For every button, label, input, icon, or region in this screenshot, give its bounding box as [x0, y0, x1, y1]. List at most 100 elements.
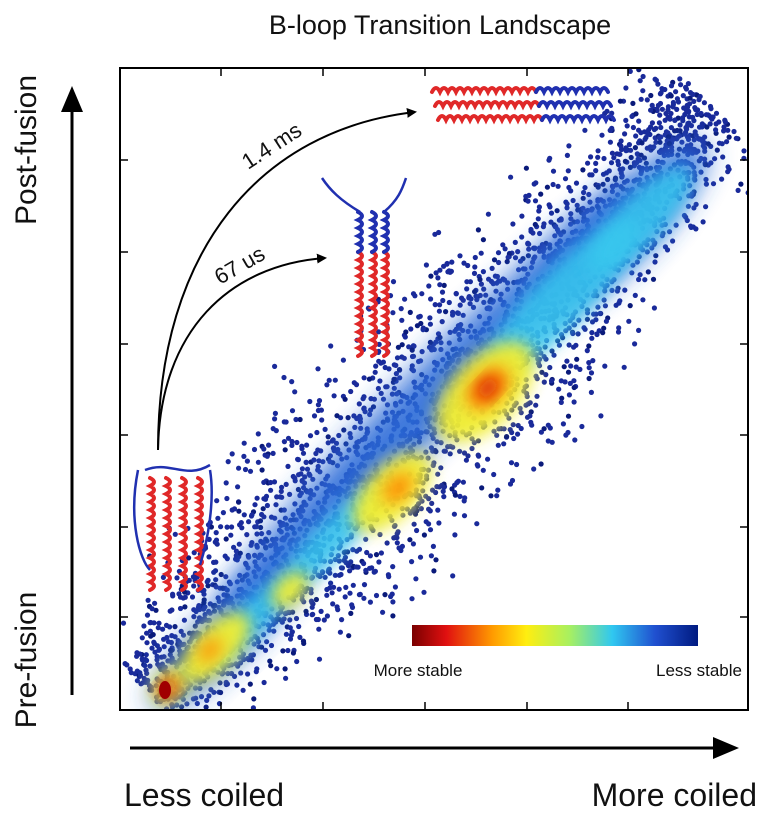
density-point [562, 176, 569, 182]
density-point [413, 576, 419, 582]
density-point [285, 647, 291, 654]
density-point [218, 689, 224, 696]
density-point [272, 363, 278, 369]
density-point [536, 204, 543, 210]
density-point [295, 456, 301, 462]
density-point [541, 426, 547, 432]
density-point [668, 125, 675, 131]
density-point [601, 155, 607, 162]
density-point [268, 642, 275, 649]
density-point [294, 439, 300, 446]
density-point [496, 426, 502, 432]
density-point [457, 253, 463, 259]
density-point [266, 627, 272, 633]
density-point [636, 118, 642, 124]
density-point [398, 306, 404, 312]
density-point [187, 630, 193, 636]
plot-frame [119, 67, 749, 711]
density-point [336, 432, 342, 439]
density-point [699, 124, 705, 130]
density-point [494, 493, 500, 499]
density-point [548, 210, 555, 216]
density-point [273, 502, 279, 508]
density-point [257, 518, 264, 524]
density-point [532, 221, 538, 228]
density-point [141, 623, 147, 629]
density-point [510, 422, 516, 428]
density-point [431, 460, 437, 466]
density-point [214, 541, 220, 547]
density-point [234, 682, 240, 688]
y-axis-label: Post-fusion [10, 75, 43, 225]
density-point [247, 681, 253, 687]
density-point [584, 316, 591, 322]
density-point [638, 152, 644, 158]
density-point [267, 658, 273, 664]
density-point [242, 466, 249, 473]
density-point [261, 679, 267, 686]
density-point [654, 107, 660, 114]
density-point [698, 110, 704, 117]
density-point [346, 633, 352, 639]
density-cloud [112, 69, 747, 726]
density-point [721, 124, 727, 130]
density-point [224, 495, 230, 502]
density-point [693, 132, 699, 138]
density-point [324, 592, 330, 598]
density-point [327, 570, 333, 576]
density-point [155, 625, 161, 631]
density-point [259, 467, 265, 473]
density-point [440, 297, 446, 304]
density-point [330, 601, 336, 607]
density-point [372, 568, 378, 574]
density-point [184, 701, 190, 707]
density-point [279, 494, 285, 500]
density-point [541, 379, 547, 385]
density-point [191, 550, 197, 556]
density-point [253, 669, 259, 675]
density-point [307, 398, 313, 405]
density-point [588, 154, 594, 160]
density-point [402, 334, 408, 340]
density-point [255, 459, 261, 465]
density-point [144, 679, 150, 685]
density-point [315, 463, 321, 470]
density-point [347, 431, 353, 437]
density-point [410, 353, 417, 359]
density-point [309, 612, 315, 618]
helix [353, 250, 364, 358]
density-point [538, 191, 544, 197]
density-point [617, 98, 624, 104]
density-point [494, 432, 500, 438]
density-point [293, 615, 300, 622]
density-point [367, 553, 373, 559]
density-point [376, 358, 382, 364]
density-point [700, 219, 706, 225]
density-point [437, 302, 443, 308]
density-point [112, 635, 117, 640]
density-point [591, 311, 597, 317]
density-point [271, 628, 277, 634]
density-point [622, 287, 628, 293]
density-point [218, 721, 223, 726]
density-point [367, 565, 373, 571]
density-point [252, 502, 258, 508]
density-point [192, 623, 198, 629]
density-point [491, 428, 497, 434]
density-point [637, 272, 643, 278]
density-point [687, 101, 693, 107]
density-point [316, 458, 322, 464]
density-point [674, 106, 680, 112]
density-point [611, 155, 617, 161]
density-point [377, 378, 383, 384]
density-point [483, 292, 489, 298]
density-point [481, 286, 487, 292]
density-point [644, 97, 650, 103]
density-point [658, 134, 664, 140]
density-point [313, 616, 319, 623]
density-point [541, 354, 547, 360]
density-point [668, 110, 674, 117]
density-point [142, 662, 148, 669]
density-point [352, 424, 358, 430]
density-point [227, 581, 233, 587]
